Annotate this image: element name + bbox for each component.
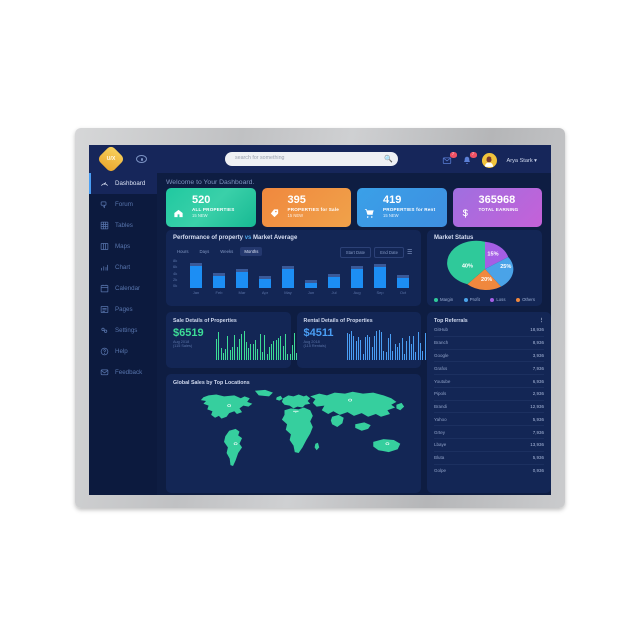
svg-text:40%: 40%	[461, 263, 472, 269]
svg-text:15%: 15%	[487, 251, 498, 257]
svg-text:25%: 25%	[500, 264, 511, 270]
svg-text:20%: 20%	[480, 277, 491, 283]
